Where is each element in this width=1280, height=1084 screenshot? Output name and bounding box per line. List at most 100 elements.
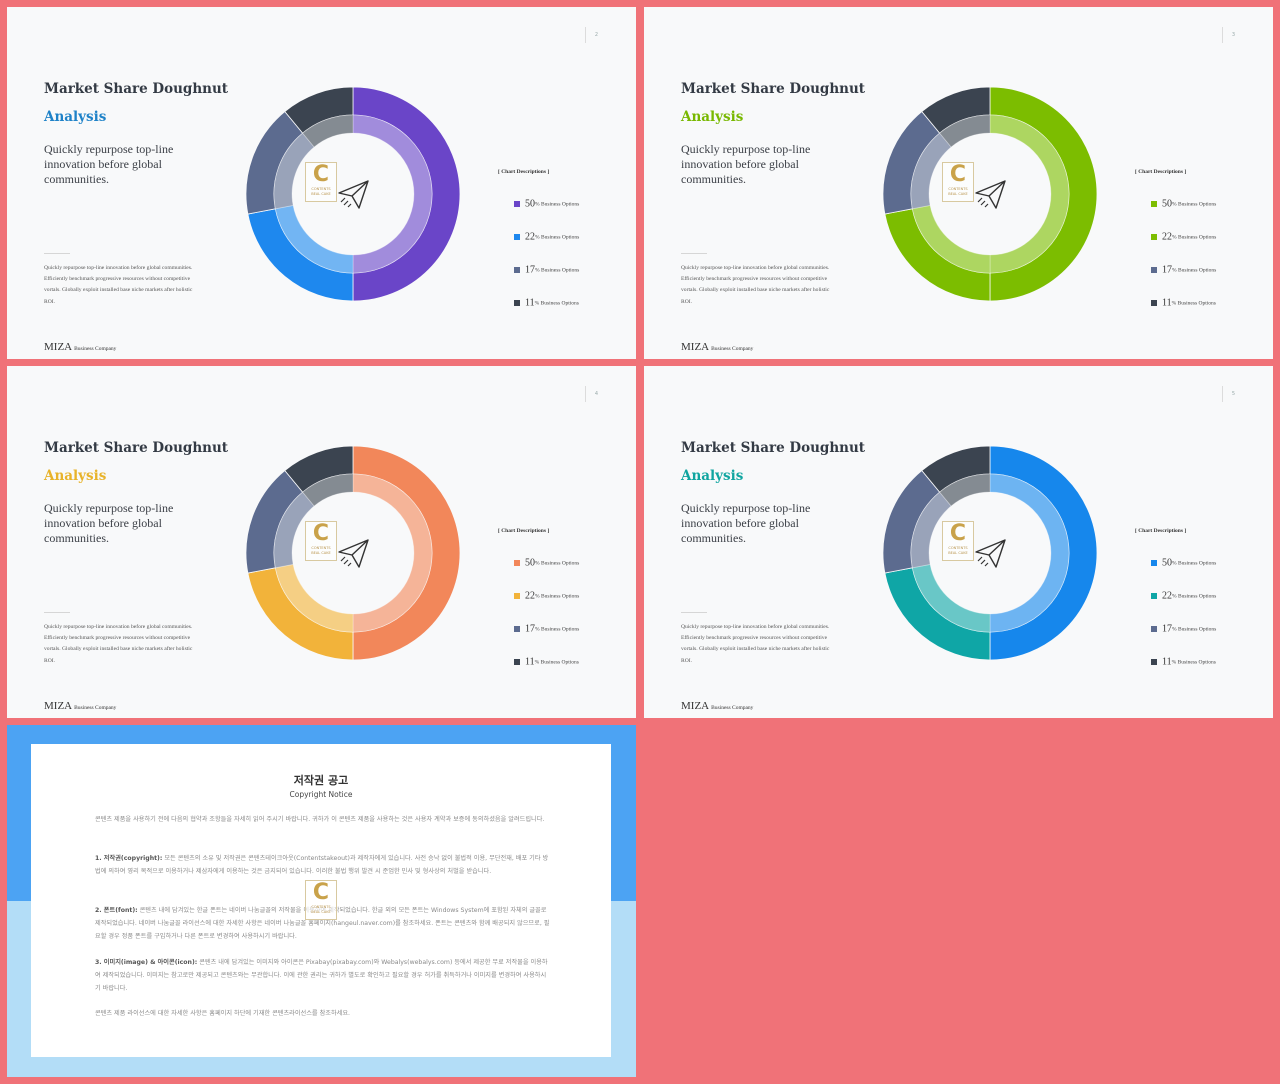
legend-swatch [514,201,520,208]
doughnut-inner-highlight [302,474,353,506]
page-number: 4 [585,386,598,402]
brand: MIZA Business Company [44,696,116,714]
brand: MIZA Business Company [681,696,753,714]
brand-name: MIZA [44,700,73,712]
watermark-stamp: C CONTENTS BEAL CAKE [305,880,337,920]
legend-swatch [1151,234,1157,241]
legend-item: 11% Business Options [1151,297,1216,309]
doughnut-inner-ring [273,491,315,569]
lead-text: Quickly repurpose top-line innovation be… [681,142,811,186]
legend-item: 11% Business Options [514,656,579,668]
doughnut-inner-highlight [939,115,990,147]
legend-value: 22 [525,231,535,243]
brand-sub: Business Company [74,346,117,352]
slide-title: Market Share Doughnut [44,440,229,456]
legend-item: 22% Business Options [514,231,579,243]
legend-value: 11 [525,297,535,309]
slide-subtitle: Analysis [44,109,107,125]
watermark-stamp: C CONTENTS BEAL CAKE [942,521,974,561]
legend-swatch [514,560,520,567]
legend-item: 50% Business Options [1151,557,1216,569]
legend-swatch [1151,201,1157,208]
legend-value: 11 [525,656,535,668]
lead-text: Quickly repurpose top-line innovation be… [681,501,811,545]
doughnut-chart [882,86,1098,302]
legend-value: 17 [1162,264,1172,276]
legend-label: % Business Options [1171,659,1216,666]
legend-label: % Business Options [535,593,580,600]
doughnut-inner-highlight [939,474,990,506]
legend-swatch [514,626,520,633]
brand-name: MIZA [44,341,73,353]
legend-value: 22 [1162,231,1172,243]
legend-item: 17% Business Options [1151,264,1216,276]
doughnut-inner-ring [273,132,315,210]
divider [681,612,707,613]
legend-item: 11% Business Options [514,297,579,309]
page-number: 5 [1222,386,1235,402]
notice-subtitle: Copyright Notice [289,790,353,799]
brand: MIZA Business Company [681,337,753,355]
watermark-stamp: C CONTENTS BEAL CAKE [305,521,337,561]
legend-label: % Business Options [1171,300,1216,307]
slide-subtitle: Analysis [44,468,107,484]
brand-name: MIZA [681,700,710,712]
legend-item: 17% Business Options [514,623,579,635]
doughnut-inner-ring [910,491,952,569]
chart-descriptions-label: [ Chart Descriptions ] [1135,528,1187,534]
legend-item: 22% Business Options [514,590,579,602]
page-number: 3 [1222,27,1235,43]
legend-label: % Business Options [1172,626,1217,633]
legend-value: 11 [1162,656,1172,668]
legend-label: % Business Options [535,201,580,208]
body-text: Quickly repurpose top-line innovation be… [44,624,193,664]
legend-swatch [1151,267,1157,274]
slide-title: Market Share Doughnut [681,440,866,456]
doughnut-inner-highlight [912,205,990,273]
legend-label: % Business Options [535,626,580,633]
doughnut-inner-ring [910,132,952,210]
body-text: Quickly repurpose top-line innovation be… [44,265,193,305]
doughnut-inner-highlight [353,115,432,273]
legend-label: % Business Options [534,300,579,307]
lead-text: Quickly repurpose top-line innovation be… [44,501,174,545]
slide: 2 Market Share Doughnut Analysis Quickly… [7,7,636,359]
legend-swatch [1151,300,1157,307]
notice-paragraph-copyright: 1. 저작권(copyright): 모든 콘텐츠의 소유 및 저작권은 콘텐츠… [95,855,549,875]
legend-value: 17 [525,623,535,635]
paper-plane-icon [975,180,1006,209]
doughnut-inner-ring [302,114,354,148]
divider [44,253,70,254]
legend-value: 17 [525,264,535,276]
notice-card: 저작권 공고 Copyright Notice 콘텐츠 제품을 사용하기 전에 … [31,744,611,1057]
doughnut-inner-highlight [275,564,353,632]
doughnut-inner-highlight [990,474,1069,632]
legend-swatch [514,300,520,307]
legend-value: 50 [525,198,535,210]
chart-descriptions-label: [ Chart Descriptions ] [498,528,550,534]
legend-item: 50% Business Options [1151,198,1216,210]
doughnut-chart [245,445,461,661]
doughnut-chart [245,86,461,302]
legend-swatch [514,267,520,274]
slide-subtitle: Analysis [681,109,744,125]
doughnut-inner-highlight [302,115,353,147]
legend-swatch [514,234,520,241]
legend-swatch [1151,659,1157,666]
legend-swatch [1151,593,1157,600]
legend-label: % Business Options [534,659,579,666]
slide-subtitle: Analysis [681,468,744,484]
divider [44,612,70,613]
divider [681,253,707,254]
notice-intro: 콘텐츠 제품을 사용하기 전에 다음의 협약과 조항들을 자세히 읽어 주시기 … [95,816,545,823]
page-number: 2 [585,27,598,43]
legend-value: 11 [1162,297,1172,309]
brand-sub: Business Company [711,346,754,352]
legend-value: 50 [1162,198,1172,210]
legend-label: % Business Options [1172,593,1217,600]
doughnut-inner-highlight [274,492,315,568]
copyright-slide: 저작권 공고 Copyright Notice 콘텐츠 제품을 사용하기 전에 … [7,725,636,1077]
legend-value: 50 [1162,557,1172,569]
legend-item: 17% Business Options [1151,623,1216,635]
doughnut-inner-highlight [275,205,353,273]
